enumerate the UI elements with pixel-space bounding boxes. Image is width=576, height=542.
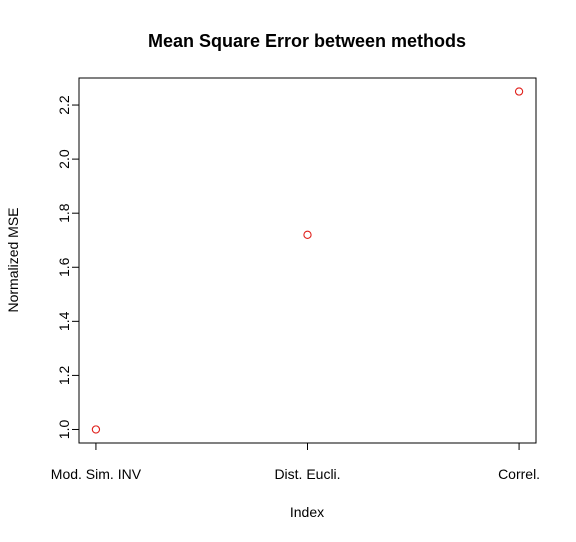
y-tick-label: 2.2 bbox=[56, 95, 72, 115]
data-point bbox=[91, 425, 101, 434]
x-axis-label: Index bbox=[290, 504, 324, 520]
data-point bbox=[514, 87, 524, 96]
y-tick-label: 1.4 bbox=[56, 311, 72, 331]
y-tick-label: 1.6 bbox=[56, 257, 72, 277]
x-axis: Mod. Sim. INV Dist. Eucli. Correl. bbox=[51, 442, 540, 482]
y-axis: 1.0 1.2 1.4 1.6 1.8 2.0 2.2 bbox=[56, 95, 80, 440]
x-tick-label: Dist. Eucli. bbox=[274, 466, 340, 482]
y-tick-label: 1.0 bbox=[56, 420, 72, 440]
data-point bbox=[303, 230, 312, 239]
y-tick-label: 1.8 bbox=[56, 203, 72, 223]
y-tick-label: 2.0 bbox=[56, 149, 72, 169]
data-points bbox=[91, 87, 524, 434]
plot-frame bbox=[78, 77, 537, 444]
x-tick-label: Mod. Sim. INV bbox=[51, 466, 142, 482]
y-tick-label: 1.2 bbox=[56, 365, 72, 385]
x-tick-label: Correl. bbox=[498, 466, 540, 482]
chart-title: Mean Square Error between methods bbox=[148, 31, 466, 51]
y-axis-label: Normalized MSE bbox=[5, 207, 21, 312]
